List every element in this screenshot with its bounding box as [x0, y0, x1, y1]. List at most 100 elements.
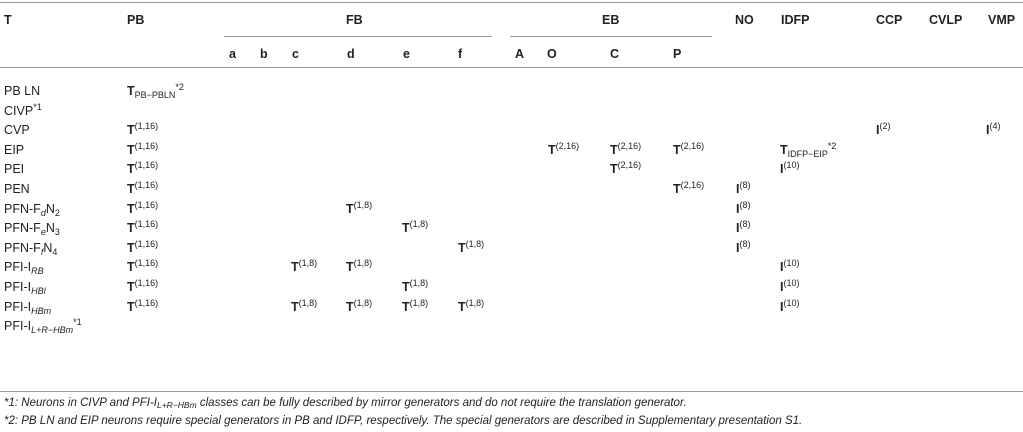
generator-superscript: *2: [827, 141, 837, 151]
generator-symbol: I: [876, 123, 880, 137]
row-label-text: PEI: [4, 162, 25, 176]
generator-symbol: T: [673, 182, 681, 196]
generator-superscript: (8): [739, 219, 751, 229]
row-label: CVP: [4, 122, 30, 138]
footnote-1: *1: Neurons in CIVP and PFI-IL+R−HBm cla…: [4, 397, 687, 409]
row-label: PFI-IRB: [4, 259, 44, 276]
generator-superscript: (1,8): [409, 219, 429, 229]
generator-superscript: (1,8): [465, 298, 485, 308]
subheader-c: c: [292, 47, 299, 61]
generator-superscript: (1,8): [409, 298, 429, 308]
generator-symbol: I: [780, 280, 784, 294]
row-label-sub: HBm: [31, 306, 52, 316]
generator-symbol: T: [458, 300, 466, 314]
generator-symbol: T: [127, 123, 135, 137]
table-cell-c: T(1,8): [291, 259, 317, 275]
row-label-sub: RB: [31, 266, 44, 276]
subheader-O: O: [547, 47, 557, 61]
row-label: PFI-IL+R−HBm*1: [4, 317, 82, 335]
footnote-2: *2: PB LN and EIP neurons require specia…: [4, 415, 803, 427]
generator-symbol: I: [780, 162, 784, 176]
row-label: PEI: [4, 161, 24, 177]
generator-superscript: (1,16): [134, 239, 159, 249]
generator-symbol: T: [346, 202, 354, 216]
row-label-sub: HBl: [31, 286, 46, 296]
generator-superscript: (8): [739, 180, 751, 190]
row-label-sub: d: [40, 208, 46, 218]
table-cell-pb: T(1,16): [127, 161, 158, 177]
table-cell-pb: T(1,16): [127, 142, 158, 158]
generator-symbol: I: [736, 202, 740, 216]
table-cell-d: T(1,8): [346, 201, 372, 217]
table-cell-d: T(1,8): [346, 299, 372, 315]
table-cell-p: T(2,16): [673, 142, 704, 158]
generator-superscript: (10): [783, 258, 800, 268]
row-label: EIP: [4, 142, 24, 158]
generator-superscript: (4): [989, 121, 1001, 131]
table-cell-pb: T(1,16): [127, 122, 158, 138]
row-label: PEN: [4, 181, 30, 197]
generator-symbol: T: [127, 84, 135, 98]
generator-symbol: T: [548, 143, 556, 157]
generator-superscript: (1,8): [298, 258, 318, 268]
generator-symbol: T: [127, 143, 135, 157]
row-label-sub: 3: [54, 227, 60, 237]
row-label-text: CVP: [4, 123, 30, 137]
row-label-text: N: [45, 202, 55, 216]
generator-superscript: (1,8): [353, 258, 373, 268]
generator-superscript: (1,16): [134, 180, 159, 190]
header-idfp: IDFP: [781, 13, 810, 27]
generator-symbol: I: [736, 182, 740, 196]
table-cell-no: I(8): [736, 181, 750, 197]
row-label-sub: 2: [54, 208, 60, 218]
table-cell-ccp: I(2): [876, 122, 890, 138]
table-cell-p: T(2,16): [673, 181, 704, 197]
table-cell-d: T(1,8): [346, 259, 372, 275]
header-no: NO: [735, 13, 754, 27]
row-label: CIVP*1: [4, 103, 42, 119]
table-cell-no: I(8): [736, 201, 750, 217]
row-label-sub: e: [40, 227, 46, 237]
generator-superscript: (8): [739, 239, 751, 249]
row-label-text: PFI-I: [4, 319, 32, 333]
generator-superscript: (1,16): [134, 141, 159, 151]
table-cell-a: T(2,16): [548, 142, 579, 158]
generator-symbol: T: [291, 300, 299, 314]
table-cell-e: T(1,8): [402, 299, 428, 315]
generator-superscript: (2,16): [617, 160, 642, 170]
row-label-text: PEN: [4, 182, 30, 196]
generator-symbol: T: [458, 241, 466, 255]
row-label: PFN-FeN3: [4, 220, 60, 237]
row-label-text: PFN-F: [4, 221, 41, 235]
generator-symbol: T: [127, 300, 135, 314]
generator-superscript: (1,16): [134, 258, 159, 268]
table-cell-pb: T(1,16): [127, 279, 158, 295]
generator-superscript: (2,16): [617, 141, 642, 151]
table-cell-e: T(1,8): [402, 220, 428, 236]
generator-superscript: (10): [783, 298, 800, 308]
table-bottom-rule: [0, 391, 1023, 392]
header-vmp: VMP: [988, 13, 1016, 27]
generator-symbol: T: [402, 221, 410, 235]
table-cell-idfp: I(10): [780, 299, 800, 315]
generator-symbol: T: [610, 162, 618, 176]
generator-superscript: (8): [739, 200, 751, 210]
row-label: PFN-FdN2: [4, 201, 60, 218]
table-cell-no: I(8): [736, 220, 750, 236]
generator-superscript: (10): [783, 278, 800, 288]
generator-superscript: (2,16): [680, 141, 705, 151]
table-cell-pb: TPB−PBLN*2: [127, 83, 184, 100]
generator-superscript: (1,8): [353, 298, 373, 308]
header-ccp: CCP: [876, 13, 903, 27]
header-cvlp: CVLP: [929, 13, 963, 27]
row-label: PFN-FfN4: [4, 240, 57, 257]
generator-superscript: (1,8): [353, 200, 373, 210]
generator-symbol: T: [127, 182, 135, 196]
generator-symbol: T: [780, 143, 788, 157]
row-label-sub: L+R−HBm: [31, 325, 74, 335]
row-label-sup: *1: [73, 317, 82, 327]
footnote-1-pre: *1: Neurons in CIVP and PFI-I: [4, 397, 157, 409]
generator-symbol: T: [127, 162, 135, 176]
row-label-sub: f: [40, 247, 44, 257]
table-cell-c: T(2,16): [610, 161, 641, 177]
